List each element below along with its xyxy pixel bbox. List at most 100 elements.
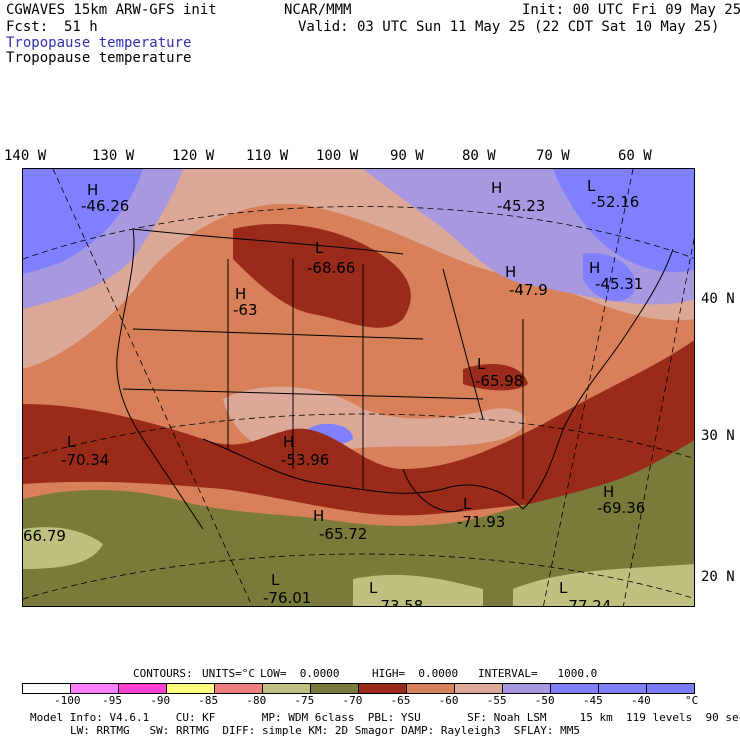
extremum-type: L <box>67 433 76 451</box>
forecast-hour: 51 h <box>64 19 98 35</box>
color-swatch <box>119 684 167 693</box>
contours-interval: INTERVAL= 1000.0 <box>478 667 598 680</box>
extremum-value: -70.34 <box>61 451 109 469</box>
extremum-value: -53.96 <box>281 451 329 469</box>
lon-label: 130 W <box>92 148 135 164</box>
organization: NCAR/MMM <box>284 2 352 18</box>
model-title: CGWAVES 15km ARW-GFS init <box>6 2 217 18</box>
extremum-value: -46.26 <box>81 197 129 215</box>
field-band-minus45-nw <box>23 169 143 274</box>
forecast-label: Fcst: <box>6 19 49 35</box>
contours-high: HIGH= 0.0000 <box>372 667 459 680</box>
extremum-value: -47.9 <box>509 281 548 299</box>
color-swatch <box>23 684 71 693</box>
lat-label: 20 N <box>701 569 735 585</box>
field-band-minus75-se <box>513 564 694 606</box>
color-swatch <box>71 684 119 693</box>
contours-label: CONTOURS: <box>133 667 193 680</box>
color-bar-label: -85 <box>198 694 219 707</box>
extremum-value: -65.72 <box>319 525 367 543</box>
lon-label: 80 W <box>462 148 496 164</box>
lat-label: 40 N <box>701 291 735 307</box>
extremum-type: L <box>587 177 596 195</box>
extremum-value: -69.36 <box>597 499 645 517</box>
map-panel: H -46.26 H -45.23 L -52.16 L -68.66 H -4… <box>22 168 695 607</box>
extremum-value: -73.58 <box>375 597 423 607</box>
extremum-value: -52.16 <box>591 193 639 211</box>
extremum-value: -71.93 <box>457 513 505 531</box>
lon-label: 70 W <box>536 148 570 164</box>
field-band-minus65-patch <box>463 364 528 391</box>
extrema-labels: H -46.26 H -45.23 L -52.16 L -68.66 H -4… <box>23 177 645 607</box>
color-swatch <box>599 684 647 693</box>
extremum-type: L <box>559 579 568 597</box>
color-bar-label: -100 <box>54 694 81 707</box>
extremum-value: 66.79 <box>23 527 66 545</box>
color-bar-label: -45 <box>582 694 603 707</box>
field-band-minus75-sw <box>23 527 103 569</box>
extremum-type: H <box>505 263 516 281</box>
valid-time: Valid: 03 UTC Sun 11 May 25 (22 CDT Sat … <box>298 19 720 35</box>
extremum-value: -63 <box>233 301 258 319</box>
extremum-value: -45.31 <box>595 275 643 293</box>
field-title-blue: Tropopause temperature <box>6 35 192 51</box>
color-bar-label: -95 <box>102 694 123 707</box>
lon-label: 120 W <box>172 148 215 164</box>
color-swatch <box>311 684 359 693</box>
extremum-type: L <box>463 495 472 513</box>
contours-low: LOW= 0.0000 <box>260 667 340 680</box>
extremum-type: L <box>369 579 378 597</box>
color-bar-label: -80 <box>246 694 267 707</box>
color-bar-label: °C <box>685 694 699 707</box>
color-bar-label: -55 <box>486 694 507 707</box>
color-bar-label: -50 <box>534 694 555 707</box>
extremum-type: L <box>315 239 324 257</box>
lat-label: 30 N <box>701 428 735 444</box>
extremum-type: H <box>235 285 246 303</box>
lon-label: 90 W <box>390 148 424 164</box>
contours-units: UNITS=°C <box>202 667 255 680</box>
field-band-minus45-ne-patch <box>583 253 635 302</box>
extremum-value: -76.01 <box>263 589 311 607</box>
graticule <box>23 169 694 606</box>
color-swatch <box>455 684 503 693</box>
color-swatch <box>551 684 599 693</box>
init-time: Init: 00 UTC Fri 09 May 25 <box>522 2 740 18</box>
extremum-type: H <box>87 181 98 199</box>
extremum-type: L <box>271 571 280 589</box>
lon-label: 140 W <box>4 148 47 164</box>
field-band-minus75-south <box>353 574 483 606</box>
extremum-type: H <box>313 507 324 525</box>
color-swatch <box>167 684 215 693</box>
color-bar-label: -75 <box>294 694 315 707</box>
extremum-value: -68.66 <box>307 259 355 277</box>
extremum-value: -65.98 <box>475 372 523 390</box>
color-bar-label: -65 <box>390 694 411 707</box>
tropopause-map: H -46.26 H -45.23 L -52.16 L -68.66 H -4… <box>23 169 694 607</box>
color-bar-label: -60 <box>438 694 459 707</box>
color-swatch <box>263 684 311 693</box>
field-title: Tropopause temperature <box>6 50 192 66</box>
color-bar-label: -90 <box>150 694 171 707</box>
extremum-type: H <box>283 433 294 451</box>
extremum-type: H <box>491 179 502 197</box>
boundaries <box>116 228 674 530</box>
color-swatch <box>407 684 455 693</box>
extremum-type: H <box>589 259 600 277</box>
color-swatch <box>503 684 551 693</box>
color-bar-label: -70 <box>342 694 363 707</box>
extremum-type: L <box>477 355 486 373</box>
lon-label: 60 W <box>618 148 652 164</box>
physics-info: LW: RRTMG SW: RRTMG DIFF: simple KM: 2D … <box>70 724 580 737</box>
lon-label: 100 W <box>316 148 359 164</box>
color-bar <box>22 683 695 694</box>
extremum-type: H <box>603 483 614 501</box>
lon-label: 110 W <box>246 148 289 164</box>
color-bar-label: -40 <box>630 694 651 707</box>
color-swatch <box>359 684 407 693</box>
color-swatch <box>647 684 694 693</box>
model-info: Model Info: V4.6.1 CU: KF MP: WDM 6class… <box>30 711 740 724</box>
color-swatch <box>215 684 263 693</box>
extremum-value: -77.24 <box>563 597 611 607</box>
extremum-value: -45.23 <box>497 197 545 215</box>
